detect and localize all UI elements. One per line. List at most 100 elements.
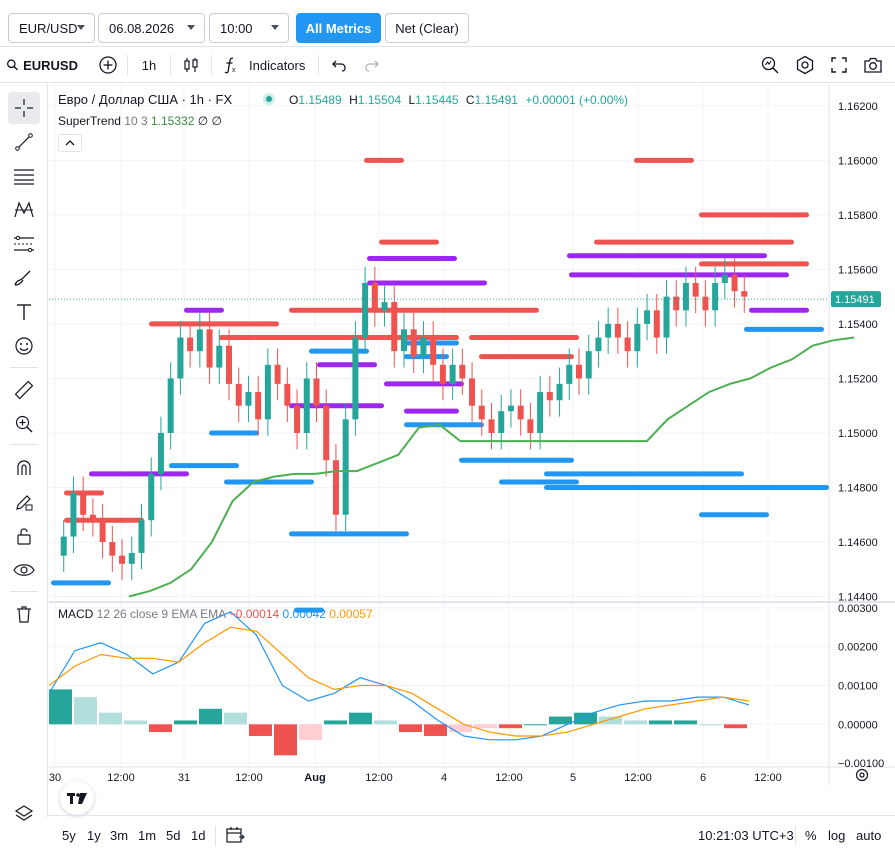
- macd-line-value: 0.00042: [282, 607, 326, 621]
- crosshair-icon: [15, 99, 33, 117]
- compare-symbol-button[interactable]: [95, 47, 121, 83]
- candle-body: [80, 492, 87, 515]
- macd-hist-bar: [699, 724, 722, 726]
- candle-body: [605, 323, 612, 338]
- collapse-legend-button[interactable]: [58, 134, 82, 152]
- crosshair-tool[interactable]: [8, 92, 40, 124]
- support-zone: [169, 463, 239, 469]
- fullscreen-icon: [831, 57, 847, 73]
- object-tree-tool[interactable]: [8, 798, 40, 830]
- range-1y[interactable]: 1y: [87, 827, 101, 843]
- time-axis-label: 12:00: [624, 772, 652, 784]
- toolbar-divider: [215, 826, 216, 846]
- undo-button[interactable]: [327, 47, 351, 83]
- range-1d[interactable]: 1d: [191, 827, 206, 843]
- grid-lines: [49, 84, 829, 767]
- chevron-down-icon: [271, 25, 279, 30]
- remove-drawings-tool[interactable]: [8, 598, 40, 630]
- main-legend: Евро / Доллар США · 1h · FX: [58, 92, 232, 107]
- candle-body: [264, 364, 271, 420]
- candle-body: [410, 329, 417, 357]
- chart-type-button[interactable]: [178, 47, 204, 83]
- purple-zone: [749, 307, 809, 313]
- redo-button[interactable]: [360, 47, 384, 83]
- fullscreen-button[interactable]: [826, 47, 852, 83]
- text-icon: [17, 304, 31, 320]
- macd-hist-bar: [74, 697, 97, 725]
- fib-tool[interactable]: [8, 160, 40, 192]
- gear-icon: [796, 55, 814, 75]
- tool-divider: [10, 444, 38, 445]
- candle-body: [157, 432, 164, 474]
- chart-area[interactable]: 1.16200 1.16000 1.15800 1.15600 1.15400 1.152…: [49, 84, 895, 817]
- hide-drawings-tool[interactable]: [8, 554, 40, 586]
- candle-body: [187, 337, 194, 352]
- quick-search-button[interactable]: [757, 47, 783, 83]
- lock-all-tool[interactable]: [8, 520, 40, 552]
- high-label: H: [349, 93, 358, 107]
- projection-tool[interactable]: [8, 228, 40, 260]
- interval-button[interactable]: 1h: [141, 57, 157, 73]
- range-3m[interactable]: 3m: [110, 827, 129, 843]
- candle-body: [663, 296, 670, 338]
- high-value: 1.15504: [357, 93, 402, 107]
- supertrend-legend[interactable]: SuperTrend 10 3 1.15332 ∅ ∅: [58, 114, 222, 128]
- zoom-in-icon: [15, 415, 33, 433]
- axis-settings-icon: [855, 768, 869, 782]
- macd-hist-bar: [299, 724, 322, 740]
- candle-body: [682, 283, 689, 311]
- purple-zone: [367, 280, 487, 286]
- indicators-label: Indicators: [249, 57, 306, 73]
- range-5y[interactable]: 5y: [62, 827, 76, 843]
- lock-drawing-tool[interactable]: [8, 486, 40, 518]
- candle-body: [439, 364, 446, 384]
- emoji-tool[interactable]: [8, 330, 40, 362]
- candle-body: [741, 291, 748, 297]
- text-tool[interactable]: [8, 296, 40, 328]
- macd-hist-value: −0.00014: [228, 607, 280, 621]
- settings-button[interactable]: [792, 47, 818, 83]
- symbol-search-button[interactable]: EURUSD: [6, 47, 78, 83]
- resistance-zone-group: [64, 157, 809, 523]
- magnet-tool[interactable]: [8, 452, 40, 484]
- range-5d[interactable]: 5d: [166, 827, 181, 843]
- macd-hist-bar: [274, 724, 297, 756]
- indicators-button[interactable]: x Indicators: [222, 47, 310, 83]
- date-range-button[interactable]: [225, 816, 245, 853]
- log-toggle[interactable]: log: [828, 827, 846, 843]
- candle-body: [469, 378, 476, 406]
- function-icon: x: [224, 57, 236, 74]
- all-metrics-button[interactable]: All Metrics: [296, 13, 381, 43]
- candle-body: [595, 337, 602, 352]
- measure-tool[interactable]: [8, 374, 40, 406]
- time-select-value: 10:00: [220, 20, 253, 36]
- screenshot-button[interactable]: [860, 47, 886, 83]
- tradingview-logo[interactable]: [60, 781, 94, 815]
- macd-legend[interactable]: MACD 12 26 close 9 EMA EMA −0.00014 0.00…: [58, 607, 373, 621]
- close-label: C: [465, 93, 475, 107]
- trend-line-tool[interactable]: [8, 126, 40, 158]
- toolbar-divider: [127, 55, 128, 75]
- chart-canvas[interactable]: 1.16200 1.16000 1.15800 1.15600 1.15400 1.152…: [49, 84, 895, 817]
- auto-toggle[interactable]: auto: [856, 827, 882, 843]
- candle-body: [245, 392, 252, 406]
- chevron-down-icon: [187, 25, 195, 30]
- candle-body: [362, 283, 369, 338]
- range-1m[interactable]: 1m: [138, 827, 157, 843]
- zoom-tool[interactable]: [8, 408, 40, 440]
- support-zone: [294, 607, 324, 613]
- candle-body: [459, 364, 466, 379]
- time-select[interactable]: 10:00: [209, 13, 289, 43]
- price-axis-label: 1.14800: [838, 482, 878, 494]
- time-axis-label: 31: [178, 772, 190, 784]
- candle-body: [517, 405, 524, 420]
- symbol-select[interactable]: EUR/USD: [8, 13, 95, 43]
- pattern-tool[interactable]: [8, 194, 40, 226]
- percent-toggle[interactable]: %: [805, 827, 817, 843]
- macd-hist-bar: [674, 720, 697, 725]
- date-select[interactable]: 06.08.2026: [98, 13, 205, 43]
- brush-tool[interactable]: [8, 262, 40, 294]
- timezone-clock[interactable]: 10:21:03 UTC+3: [698, 827, 794, 843]
- candle-body: [371, 283, 378, 311]
- net-clear-button[interactable]: Net (Clear): [385, 13, 469, 43]
